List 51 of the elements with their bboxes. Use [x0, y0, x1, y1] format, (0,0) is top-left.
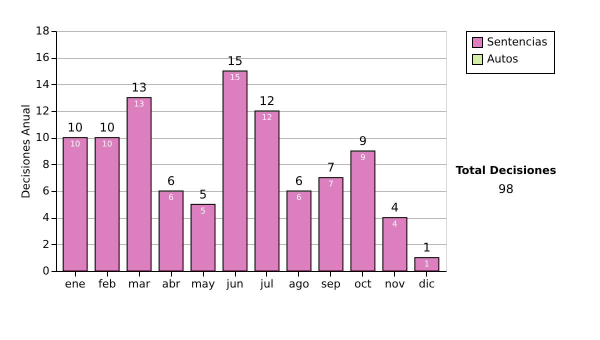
total-label: 7 — [327, 160, 335, 175]
legend-label: Autos — [487, 52, 519, 66]
data-label: 13 — [134, 100, 144, 109]
text: Total Decisiones — [456, 164, 557, 177]
x-tick-label: ago — [288, 278, 310, 290]
x-tick-label: feb — [98, 278, 116, 290]
x-tick-label: abr — [162, 278, 181, 290]
data-label: 10 — [102, 140, 112, 149]
y-tick-label: 18 — [36, 24, 50, 38]
total-label: 9 — [359, 134, 367, 148]
x-tick-label: dic — [418, 278, 435, 290]
data-label: 12 — [262, 113, 272, 122]
total-label: 6 — [295, 174, 303, 188]
data-label: 10 — [70, 140, 80, 149]
total-label: 1 — [423, 240, 431, 255]
y-axis-title: Decisiones Anual — [20, 104, 33, 199]
data-label: 7 — [328, 180, 334, 189]
x-tick-label: ene — [64, 278, 86, 290]
data-label: 15 — [230, 73, 240, 82]
x-tick-label: nov — [384, 278, 406, 290]
x-tick-label: mar — [128, 278, 151, 290]
x-tick-label: sep — [321, 278, 341, 290]
x-tick-label: jul — [259, 278, 274, 290]
total-label: 13 — [131, 80, 147, 95]
total-label: 10 — [100, 120, 115, 135]
total-label: 10 — [68, 120, 83, 135]
y-tick-label: 10 — [36, 131, 50, 144]
x-tick-label: jun — [226, 278, 244, 290]
y-tick-label: 0 — [42, 264, 50, 278]
data-label: 6 — [168, 193, 174, 202]
text: 98 — [498, 182, 514, 196]
total-label: 5 — [199, 187, 207, 202]
data-label: 9 — [360, 153, 366, 162]
data-label: 1 — [424, 260, 430, 269]
y-tick-label: 4 — [42, 211, 50, 224]
x-tick-label: oct — [354, 278, 372, 290]
y-tick-label: 2 — [42, 238, 50, 251]
data-label: 5 — [200, 206, 206, 216]
x-tick-label: may — [191, 278, 216, 290]
y-tick-label: 12 — [36, 104, 50, 118]
y-tick-label: 8 — [42, 158, 50, 171]
y-tick-label: 6 — [42, 184, 50, 198]
data-label: 6 — [296, 193, 302, 202]
total-label: 15 — [227, 54, 243, 68]
y-tick-label: 16 — [36, 51, 50, 64]
total-label: 6 — [167, 174, 175, 188]
total-label: 12 — [259, 94, 275, 108]
total-label: 4 — [391, 200, 399, 215]
y-tick-label: 14 — [36, 78, 50, 91]
data-label: 4 — [392, 220, 398, 229]
legend-label: Sentencias — [487, 36, 548, 48]
